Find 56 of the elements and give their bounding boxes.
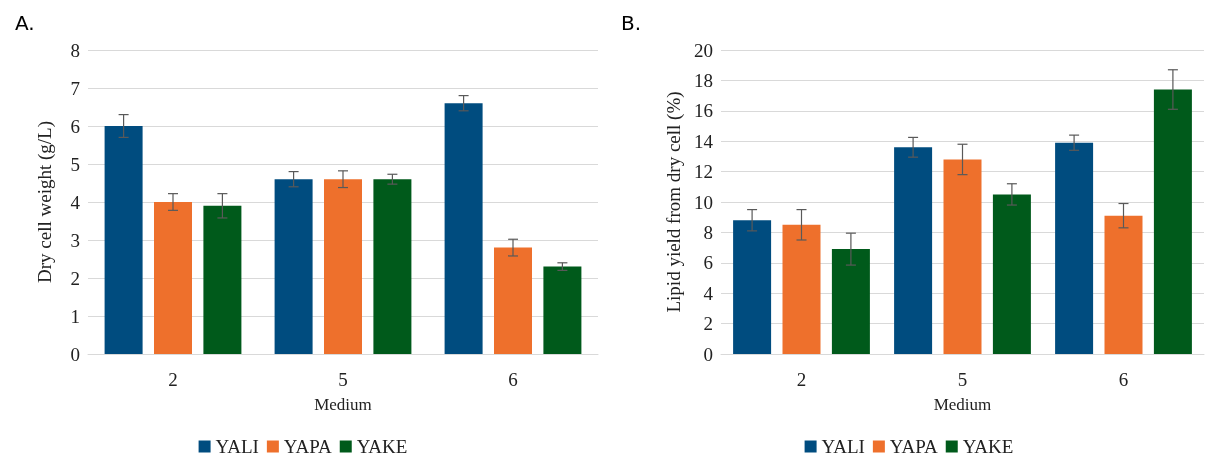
bar: [154, 202, 192, 354]
y-tick-label: 8: [70, 39, 80, 61]
y-tick-label: 3: [70, 229, 80, 251]
bar: [324, 179, 362, 354]
bar: [894, 147, 933, 354]
y-tick-label: 7: [70, 77, 80, 99]
y-tick-label: 2: [70, 267, 80, 289]
bar: [543, 266, 582, 354]
y-axis-title: Dry cell weight (g/L): [34, 121, 56, 283]
y-tick-label: 0: [703, 343, 713, 365]
legend-label: YAPA: [283, 436, 333, 457]
y-tick-label: 2: [703, 313, 713, 335]
y-tick-label: 6: [70, 115, 80, 137]
y-tick-label: 6: [703, 252, 713, 274]
bar: [494, 247, 532, 354]
y-tick-label: 20: [694, 39, 713, 61]
bar: [782, 224, 821, 354]
y-tick-label: 16: [694, 100, 713, 122]
bar: [1055, 142, 1094, 354]
bar: [831, 249, 870, 354]
x-axis-title: Medium: [314, 395, 372, 414]
y-tick-label: 12: [694, 161, 713, 183]
x-tick-label: 6: [1118, 369, 1129, 390]
chart-title: B.: [621, 11, 642, 35]
bar: [274, 179, 313, 354]
y-tick-label: 10: [694, 191, 713, 213]
y-tick-label: 8: [703, 221, 713, 243]
bar: [943, 159, 982, 354]
y-tick-label: 18: [694, 69, 713, 91]
x-tick-label: 2: [796, 369, 807, 390]
y-tick-label: 4: [70, 191, 81, 213]
x-tick-label: 2: [168, 369, 178, 390]
bar: [104, 126, 143, 354]
legend-label: YAPA: [889, 436, 939, 457]
y-tick-label: 0: [70, 343, 80, 365]
legend-label: YAKE: [356, 436, 408, 457]
bar: [1153, 89, 1192, 354]
y-tick-label: 5: [70, 153, 80, 175]
y-tick-label: 14: [694, 130, 714, 152]
legend-label: YALI: [821, 436, 865, 457]
y-tick-label: 4: [703, 282, 714, 304]
y-tick-label: 1: [70, 305, 80, 327]
bar: [733, 220, 772, 354]
x-tick-label: 5: [338, 369, 348, 390]
y-axis-title: Lipid yield from dry cell (%): [663, 91, 686, 313]
chart-title: A.: [15, 11, 35, 35]
x-tick-label: 5: [957, 369, 968, 390]
x-axis-title: Medium: [933, 395, 992, 414]
bar: [992, 194, 1031, 354]
legend-label: YAKE: [962, 436, 1014, 457]
x-tick-label: 6: [508, 369, 518, 390]
bar: [373, 179, 412, 354]
bar: [203, 205, 242, 354]
legend-label: YALI: [215, 436, 259, 457]
bar: [444, 103, 483, 354]
bar: [1104, 215, 1143, 354]
